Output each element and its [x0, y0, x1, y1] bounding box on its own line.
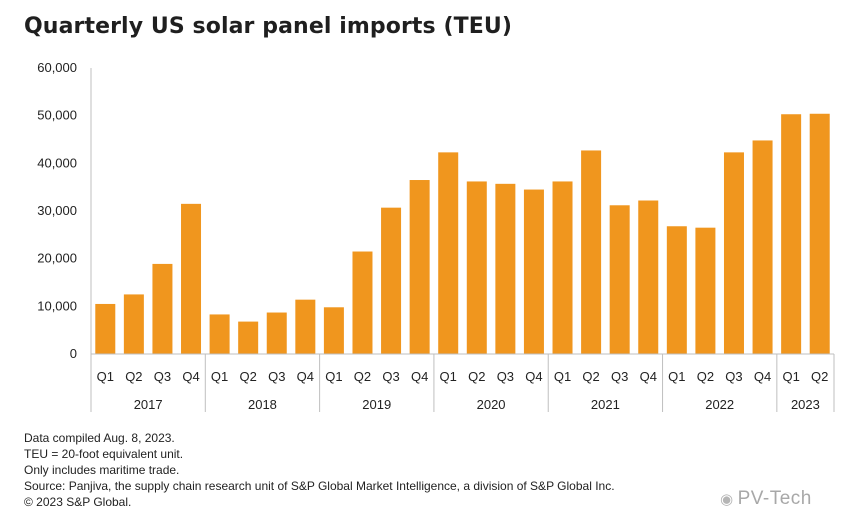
x-tick-label: Q4 [411, 369, 428, 384]
bar [266, 312, 287, 354]
bar [295, 299, 316, 354]
x-tick-label: Q2 [582, 369, 599, 384]
bar [723, 152, 744, 354]
note-copyright: © 2023 S&P Global. [24, 495, 132, 509]
x-tick-label: Q1 [554, 369, 571, 384]
group-label: 2021 [591, 397, 620, 412]
bar [752, 140, 773, 354]
wechat-icon: ◉ [720, 491, 734, 508]
group-label: 2019 [362, 397, 391, 412]
y-tick-label: 0 [70, 346, 77, 361]
x-tick-label: Q1 [97, 369, 114, 384]
x-tick-label: Q1 [440, 369, 457, 384]
group-label: 2020 [477, 397, 506, 412]
x-tick-label: Q3 [725, 369, 742, 384]
note-teu-definition: TEU = 20-foot equivalent unit. [24, 447, 184, 461]
x-tick-label: Q1 [668, 369, 685, 384]
bar [209, 314, 230, 354]
bar [495, 183, 516, 354]
y-tick-label: 60,000 [37, 60, 77, 75]
x-tick-label: Q2 [697, 369, 714, 384]
note-maritime: Only includes maritime trade. [24, 463, 180, 477]
x-tick-label: Q1 [325, 369, 342, 384]
group-label: 2022 [705, 397, 734, 412]
bar [381, 207, 402, 354]
bar [609, 205, 630, 354]
x-tick-label: Q4 [525, 369, 542, 384]
bar [466, 181, 487, 354]
y-tick-label: 20,000 [37, 251, 77, 266]
y-tick-label: 50,000 [37, 108, 77, 123]
x-tick-label: Q1 [211, 369, 228, 384]
bar [352, 251, 373, 354]
x-tick-label: Q4 [754, 369, 771, 384]
note-source: Source: Panjiva, the supply chain resear… [24, 479, 615, 493]
bar [666, 226, 687, 354]
bar [152, 263, 173, 354]
bar [581, 150, 602, 354]
bar [809, 113, 830, 354]
chart-notes: Data compiled Aug. 8, 2023. TEU = 20-foo… [24, 430, 615, 510]
y-tick-label: 30,000 [37, 203, 77, 218]
x-tick-label: Q2 [125, 369, 142, 384]
x-tick-label: Q2 [354, 369, 371, 384]
bar [238, 321, 259, 354]
x-tick-label: Q3 [382, 369, 399, 384]
bar [695, 227, 716, 354]
bar [181, 203, 202, 354]
bar [638, 200, 659, 354]
bar [523, 189, 544, 354]
x-tick-label: Q3 [268, 369, 285, 384]
x-tick-label: Q2 [468, 369, 485, 384]
x-tick-label: Q2 [811, 369, 828, 384]
x-tick-label: Q2 [239, 369, 256, 384]
note-data-compiled: Data compiled Aug. 8, 2023. [24, 431, 175, 445]
bar [123, 294, 144, 354]
bar [323, 307, 344, 354]
group-label: 2017 [134, 397, 163, 412]
watermark-text: PV-Tech [737, 488, 812, 509]
x-tick-label: Q4 [297, 369, 314, 384]
x-tick-label: Q3 [611, 369, 628, 384]
group-label: 2023 [791, 397, 820, 412]
bar [552, 181, 573, 354]
bar [781, 114, 802, 355]
y-tick-label: 10,000 [37, 298, 77, 313]
chart-title: Quarterly US solar panel imports (TEU) [24, 14, 512, 39]
group-label: 2018 [248, 397, 277, 412]
x-tick-label: Q1 [782, 369, 799, 384]
bar [95, 303, 116, 354]
bar [438, 152, 459, 354]
x-tick-label: Q4 [182, 369, 199, 384]
x-tick-label: Q3 [497, 369, 514, 384]
bar [409, 180, 430, 354]
x-tick-label: Q4 [640, 369, 657, 384]
y-tick-label: 40,000 [37, 155, 77, 170]
x-tick-label: Q3 [154, 369, 171, 384]
watermark: ◉ PV-Tech [718, 488, 816, 510]
bar-chart: 0 10,000 20,000 30,000 40,000 50,000 60,000 Q1 Q… [37, 60, 835, 412]
